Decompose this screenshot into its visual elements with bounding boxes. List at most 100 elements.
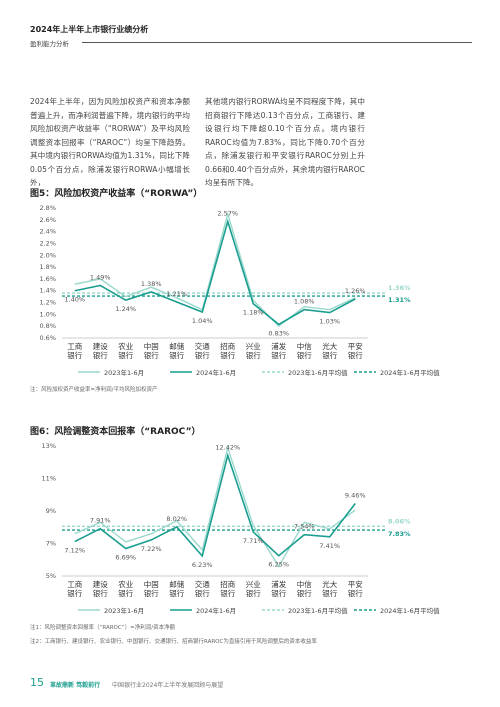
legend-label: 2023年1-6月平均值 xyxy=(288,369,348,377)
value-label: 12.42% xyxy=(215,443,240,451)
value-label: 7.22% xyxy=(141,545,162,553)
legend-swatch xyxy=(78,371,100,373)
legend-swatch xyxy=(354,609,376,611)
y-tick-label: 13% xyxy=(42,442,56,450)
x-tick-label: 浦发银行 xyxy=(271,580,287,598)
y-tick-label: 0.6% xyxy=(39,334,56,342)
value-label: 6.23% xyxy=(192,561,213,569)
value-label: 7.12% xyxy=(64,547,85,555)
value-label: 1.38% xyxy=(141,280,162,288)
y-tick-label: 2.6% xyxy=(39,216,56,224)
series-line xyxy=(74,211,356,328)
note: 注1：风险调整资本回报率（“RAROC”）=净利润/资本净额 xyxy=(30,625,176,631)
value-label: 7.54% xyxy=(294,523,315,531)
value-label: 1.18% xyxy=(243,309,264,317)
x-tick-label: 中信银行 xyxy=(296,342,312,360)
legend-swatch xyxy=(78,609,100,611)
y-tick-label: 1.8% xyxy=(39,263,56,271)
value-label: 0.83% xyxy=(268,329,289,337)
x-tick-label: 建设银行 xyxy=(92,342,108,360)
x-tick-label: 中国银行 xyxy=(143,580,159,598)
chart: 0.6% 0.8% 1.0% 1.2% 1.4% 1.6% 1.8% 2.0% 2.2% 2.4%… xyxy=(39,204,411,342)
y-tick-label: 0.8% xyxy=(39,322,56,330)
y-tick-label: 1.0% xyxy=(39,310,56,318)
value-label: 1.04% xyxy=(192,317,213,325)
x-tick-label: 中国银行 xyxy=(143,342,159,360)
value-label: 1.03% xyxy=(319,318,340,326)
value-label: 2.57% xyxy=(217,210,238,218)
value-label: 6.69% xyxy=(115,554,136,562)
x-tick-label: 交通银行 xyxy=(194,580,210,598)
figure: 图5：风险加权资产收益率（“RORWA”） 0.6% 0.8% 1.0% 1.2% 1.4… xyxy=(0,186,500,406)
legend-label: 2024年1-6月平均值 xyxy=(380,369,440,377)
page-number: 15 xyxy=(30,676,44,689)
header-title: 2024年上半年上市银行业绩分析 xyxy=(30,25,149,34)
x-tick-label: 农业银行 xyxy=(118,342,134,360)
series-line xyxy=(74,218,356,326)
y-tick-label: 2.4% xyxy=(39,228,56,236)
value-label: 1.08% xyxy=(294,298,315,306)
y-tick-label: 11% xyxy=(42,475,56,483)
y-tick-label: 1.6% xyxy=(39,275,56,283)
y-tick-label: 5% xyxy=(46,572,56,580)
value-label: 1.49% xyxy=(90,273,111,281)
legend-swatch xyxy=(170,609,192,611)
header-subtitle: 盈利能力分析 xyxy=(30,40,69,48)
value-label: 8.02% xyxy=(166,515,187,523)
value-label: 7.71% xyxy=(243,537,264,545)
value-label: 1.40% xyxy=(64,296,85,304)
x-tick-label: 浦发银行 xyxy=(271,342,287,360)
x-tick-label: 平安银行 xyxy=(347,580,363,598)
x-tick-label: 中信银行 xyxy=(296,580,312,598)
legend-swatch xyxy=(262,609,284,611)
legend-swatch xyxy=(262,371,284,373)
footer-slogan: 革故鼎新 笃毅前行 xyxy=(50,682,101,689)
x-tick-label: 邮储银行 xyxy=(169,580,185,598)
legend-swatch xyxy=(354,371,376,373)
x-tick-label: 招商银行 xyxy=(220,342,236,360)
y-tick-label: 2.0% xyxy=(39,251,56,259)
chart-title: 图6：风险调整资本回报率（“RAROC”） xyxy=(30,427,201,437)
paragraph: 其他境内银行RORWA均呈不同程度下降，其中招商银行下降达0.13个百分点，工商… xyxy=(205,97,365,187)
legend-label: 2023年1-6月平均值 xyxy=(288,607,348,615)
header-rule xyxy=(82,42,472,43)
note: 注2：工商银行、建设银行、农业银行、中国银行、交通银行、招商银行RAROC为直接… xyxy=(30,639,317,645)
legend-label: 2024年1-6月 xyxy=(196,369,237,377)
series-line xyxy=(74,445,356,568)
chart-title: 图5：风险加权资产收益率（“RORWA”） xyxy=(30,189,203,199)
x-tick-label: 平安银行 xyxy=(347,342,363,360)
average-label: 1.31% xyxy=(388,296,411,304)
x-tick-label: 建设银行 xyxy=(92,580,108,598)
paragraph: 2024年上半年，因为风险加权资产和资本净额普遍上升，而净利润普遍下降，境内银行… xyxy=(30,97,190,187)
figure: 图6：风险调整资本回报率（“RAROC”） 5% 7% 9% 11% 13% 8.06% 7.… xyxy=(0,424,500,674)
footer-title: 中国银行业2024年上半年发展回顾与展望 xyxy=(112,682,224,689)
x-tick-label: 兴业银行 xyxy=(245,342,261,360)
legend-label: 2024年1-6月 xyxy=(196,607,237,615)
x-tick-label: 兴业银行 xyxy=(245,580,261,598)
y-tick-label: 2.2% xyxy=(39,239,56,247)
y-tick-label: 7% xyxy=(46,540,56,548)
value-label: 9.46% xyxy=(345,492,366,500)
y-tick-label: 1.2% xyxy=(39,299,56,307)
x-tick-label: 光大银行 xyxy=(322,342,338,360)
value-label: 1.21% xyxy=(166,290,187,298)
chart: 5% 7% 9% 11% 13% 8.06% 7.83% 7.12% 7.91% 6.69% 7.2… xyxy=(42,442,411,580)
y-tick-label: 2.8% xyxy=(39,204,56,212)
legend-label: 2023年1-6月 xyxy=(104,369,145,377)
y-tick-label: 1.4% xyxy=(39,287,56,295)
series-line xyxy=(74,452,356,558)
x-tick-label: 光大银行 xyxy=(322,580,338,598)
legend-label: 2024年1-6月平均值 xyxy=(380,607,440,615)
value-label: 6.25% xyxy=(268,561,289,569)
value-label: 7.41% xyxy=(319,542,340,550)
value-label: 7.91% xyxy=(90,517,111,525)
x-tick-label: 邮储银行 xyxy=(169,342,185,360)
x-tick-label: 交通银行 xyxy=(194,342,210,360)
legend-label: 2023年1-6月 xyxy=(104,607,145,615)
y-tick-label: 9% xyxy=(46,507,56,515)
x-tick-label: 农业银行 xyxy=(118,580,134,598)
value-label: 1.24% xyxy=(115,305,136,313)
average-label: 1.36% xyxy=(388,284,411,292)
x-tick-label: 工商银行 xyxy=(67,580,83,598)
